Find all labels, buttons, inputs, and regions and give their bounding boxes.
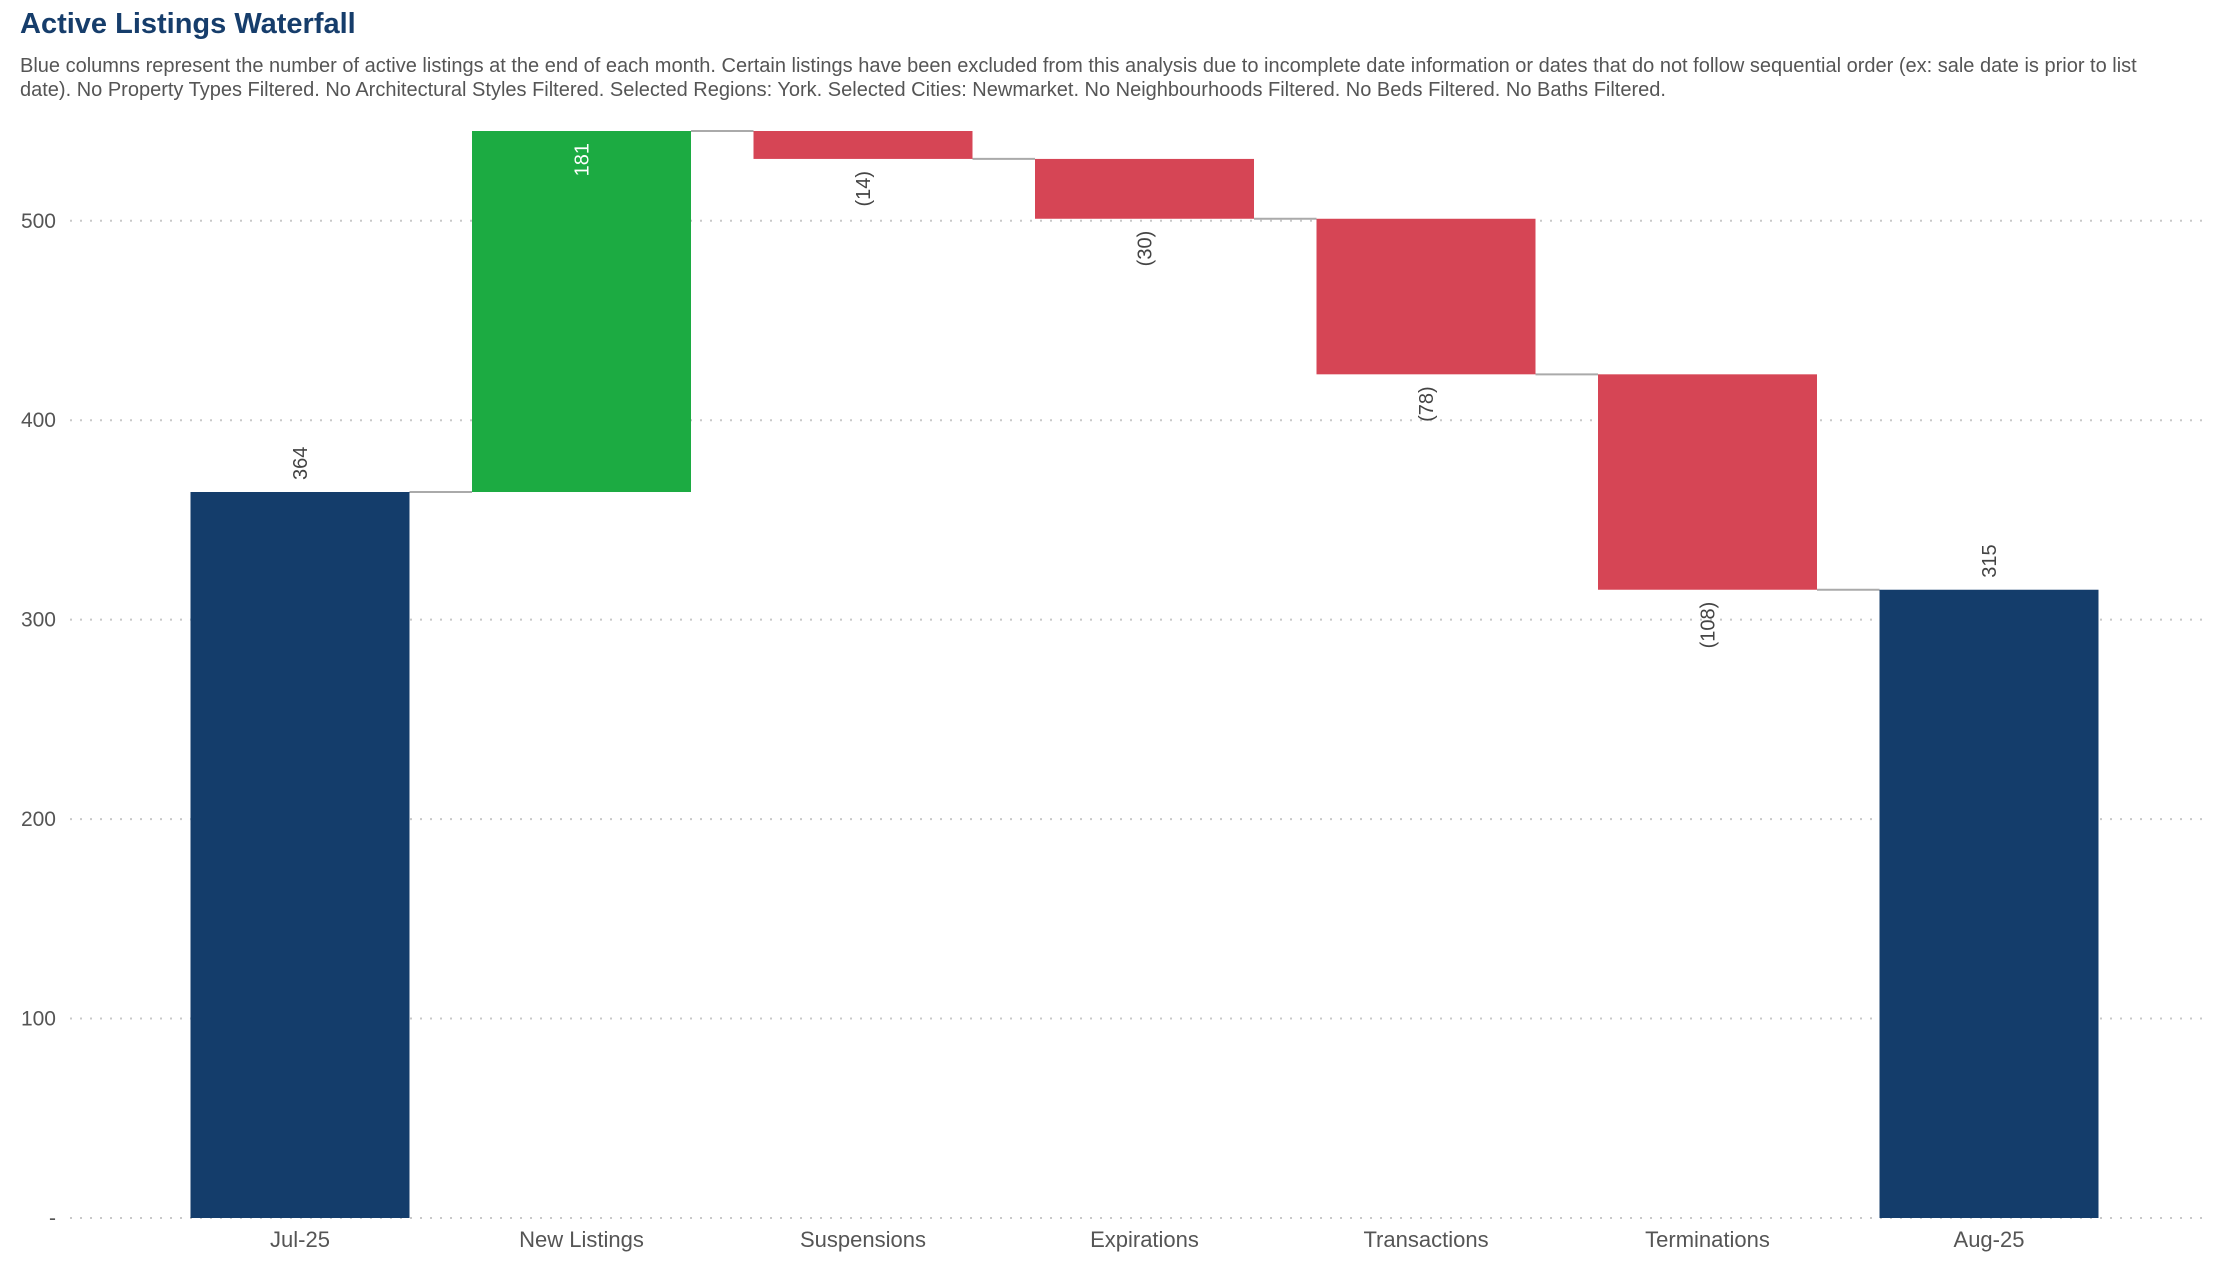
data-label: (78) [1416, 386, 1438, 422]
x-category-label: Suspensions [800, 1227, 926, 1252]
bar-transactions [1316, 218, 1536, 375]
data-label: 315 [1979, 544, 2001, 577]
x-category-label: Aug-25 [1954, 1227, 2025, 1252]
data-label: (14) [853, 171, 875, 207]
x-category-label: Terminations [1645, 1227, 1770, 1252]
bar-terminations [1598, 374, 1817, 590]
grid-layer: - 100 200 300 400 500 [21, 210, 2205, 1230]
data-label: (108) [1698, 602, 1720, 649]
x-category-label: Transactions [1363, 1227, 1488, 1252]
label-layer: 364 Jul-25 181 New Listings (14) Suspensions (… [270, 143, 2024, 1252]
bar-new-listings [472, 131, 691, 493]
x-category-label: Jul-25 [270, 1227, 330, 1252]
bar-layer [190, 130, 2099, 1218]
data-label: 364 [290, 447, 312, 480]
data-label: 181 [572, 143, 594, 176]
chart-title: Active Listings Waterfall [20, 8, 356, 40]
y-tick-label: 500 [21, 210, 56, 233]
chart-subtitle: Blue columns represent the number of act… [20, 55, 2137, 101]
y-tick-label: 100 [21, 1008, 56, 1031]
bar-jul-25 [190, 492, 410, 1218]
y-tick-label: 400 [21, 409, 56, 432]
data-label: (30) [1135, 231, 1157, 267]
y-tick-label: 200 [21, 808, 56, 831]
y-tick-label: - [49, 1207, 56, 1230]
bar-expirations [1035, 158, 1254, 219]
x-category-label: Expirations [1090, 1227, 1199, 1252]
y-tick-label: 300 [21, 609, 56, 632]
bar-aug-25 [1879, 589, 2099, 1218]
bar-suspensions [753, 131, 973, 159]
x-category-label: New Listings [519, 1227, 644, 1252]
